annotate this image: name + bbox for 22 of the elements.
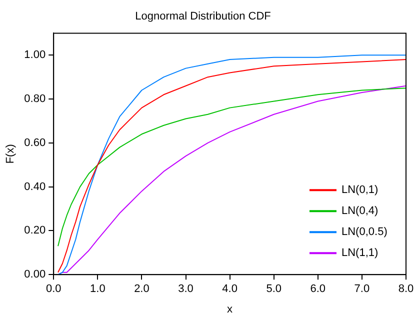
x-tick-label: 5.0 bbox=[266, 283, 282, 296]
x-tick-label: 4.0 bbox=[222, 283, 238, 296]
x-tick-label: 1.0 bbox=[90, 283, 106, 296]
legend-label: LN(1,1) bbox=[342, 247, 378, 260]
x-tick-label: 3.0 bbox=[178, 283, 194, 296]
y-tick-label: 1.00 bbox=[24, 49, 46, 62]
x-tick-label: 8.0 bbox=[398, 283, 414, 296]
y-axis-title: F(x) bbox=[4, 144, 17, 164]
y-tick-label: 0.80 bbox=[24, 93, 46, 106]
x-tick-label: 7.0 bbox=[354, 283, 370, 296]
legend-label: LN(0,4) bbox=[342, 205, 378, 218]
chart-title: Lognormal Distribution CDF bbox=[135, 10, 272, 23]
x-tick-label: 6.0 bbox=[310, 283, 326, 296]
x-tick-label: 2.0 bbox=[134, 283, 150, 296]
y-tick-label: 0.60 bbox=[24, 136, 46, 149]
y-tick-label: 0.00 bbox=[24, 268, 46, 281]
y-tick-label: 0.20 bbox=[24, 224, 46, 237]
legend-label: LN(0,1) bbox=[342, 184, 378, 196]
x-tick-label: 0.0 bbox=[46, 283, 62, 296]
y-tick-label: 0.40 bbox=[24, 180, 46, 193]
legend-label: LN(0,0.5) bbox=[342, 226, 388, 238]
x-axis-title: x bbox=[227, 303, 234, 316]
